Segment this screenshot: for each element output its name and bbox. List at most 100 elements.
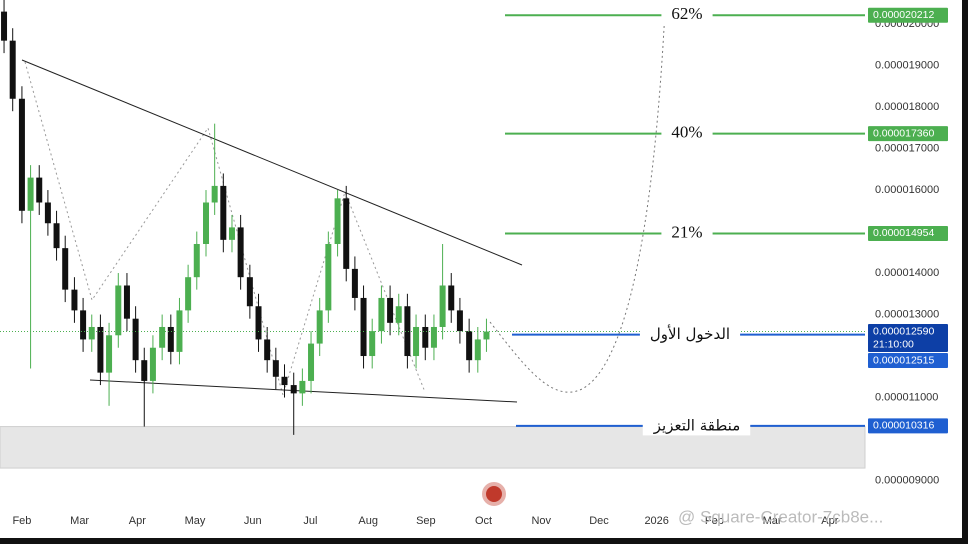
upper-trendline — [21, 59, 523, 266]
x-tick-label: Jul — [303, 515, 317, 527]
frame — [0, 538, 968, 544]
y-tick-label: 0.000016000 — [875, 184, 939, 196]
price-tag-label: 0.000017360 — [873, 127, 934, 139]
x-tick-label: Apr — [821, 515, 838, 527]
candle-body — [456, 310, 463, 332]
plot: 0.0000200000.0000190000.0000180000.00001… — [0, 0, 948, 527]
x-tick-label: Jun — [244, 515, 262, 527]
x-tick-label: Feb — [705, 515, 724, 527]
candle-body — [430, 326, 437, 348]
candle-body — [88, 326, 95, 340]
candle-body — [466, 331, 473, 361]
candle-body — [132, 318, 139, 361]
candle-body — [387, 297, 394, 323]
candle-body — [80, 310, 87, 340]
price-tag — [868, 126, 948, 142]
candle-body — [106, 335, 113, 373]
candle-body — [185, 277, 192, 311]
candle-body — [316, 310, 323, 344]
candle-body — [44, 202, 51, 224]
level-label: 62% — [671, 4, 702, 23]
candle-body — [325, 243, 332, 311]
y-tick-label: 0.000018000 — [875, 101, 939, 113]
frame — [962, 0, 968, 544]
x-tick-label: Mar — [70, 515, 89, 527]
x-tick-label: Nov — [531, 515, 551, 527]
candle-body — [141, 360, 148, 381]
candle-body — [71, 289, 78, 311]
price-tag-label: 0.000014954 — [873, 227, 934, 239]
price-tag-label: 0.000020212 — [873, 9, 934, 21]
candle-body — [290, 385, 297, 394]
candle-body — [1, 11, 8, 41]
level-label: منطقة التعزيز — [653, 416, 741, 434]
watermark: @ Square-Creator-7cb8e... — [678, 507, 883, 526]
x-tick-label: Mar — [763, 515, 782, 527]
price-tag-label: 0.000012515 — [873, 354, 934, 366]
candle-body — [351, 268, 358, 298]
candle-body — [228, 227, 235, 240]
projection — [489, 9, 666, 393]
candle-body — [159, 326, 166, 348]
candle-body — [246, 277, 253, 307]
candle-body — [36, 177, 43, 203]
candle-body — [272, 360, 279, 377]
candle-body — [62, 248, 69, 290]
y-tick-label: 0.000014000 — [875, 267, 939, 279]
countdown: 21:10:00 — [873, 338, 914, 350]
price-tag — [868, 324, 948, 353]
candle-body — [404, 306, 411, 357]
candle-body — [483, 331, 490, 340]
candle-body — [193, 243, 200, 278]
candle-body — [334, 198, 341, 244]
x-tick-label: Sep — [416, 515, 436, 527]
level-label: 21% — [671, 222, 702, 241]
logo — [482, 482, 506, 506]
candle-body — [27, 177, 34, 211]
candle-body — [9, 40, 16, 99]
price-tag — [868, 225, 948, 241]
y-tick-label: 0.000019000 — [875, 59, 939, 71]
candle-body — [281, 376, 288, 386]
level-label: 40% — [671, 123, 702, 142]
y-tick-label: 0.000017000 — [875, 142, 939, 154]
level-label-bg — [642, 415, 751, 436]
x-tick-label: Feb — [12, 515, 31, 527]
level-label-bg — [661, 3, 713, 25]
candle-body — [220, 185, 227, 240]
y-tick-label: 0.000011000 — [875, 391, 938, 403]
candle-body — [97, 326, 104, 373]
candle-body — [18, 98, 25, 211]
x-tick-label: May — [185, 515, 206, 527]
zigzag — [24, 61, 426, 397]
candle-body — [448, 285, 455, 311]
candle-body — [237, 227, 244, 278]
x-tick-label: 2026 — [644, 515, 668, 527]
level-label-bg — [661, 121, 713, 143]
candle-body — [203, 202, 210, 244]
candle-body — [264, 339, 271, 361]
x-tick-label: Dec — [589, 515, 609, 527]
candle-body — [343, 198, 350, 269]
price-tag-label: 0.000012590 — [873, 325, 934, 337]
candle-body — [176, 310, 183, 352]
y-tick-label: 0.000013000 — [875, 308, 939, 320]
price-tag — [868, 418, 948, 434]
candle-body — [211, 185, 218, 203]
candle-body — [299, 380, 306, 394]
candle-body — [360, 297, 367, 357]
candle-body — [474, 339, 481, 361]
candle-body — [439, 285, 446, 327]
candle-body — [115, 285, 122, 336]
candle-body — [413, 326, 420, 357]
price-tag — [868, 353, 948, 369]
candle-body — [149, 347, 156, 381]
candle-body — [167, 326, 174, 352]
price-tag-label: 0.000010316 — [873, 420, 934, 432]
x-tick-label: Apr — [129, 515, 146, 527]
candle-body — [369, 331, 376, 357]
x-tick-label: Oct — [475, 515, 492, 527]
x-tick-label: Aug — [358, 515, 378, 527]
price-tag — [868, 7, 948, 23]
